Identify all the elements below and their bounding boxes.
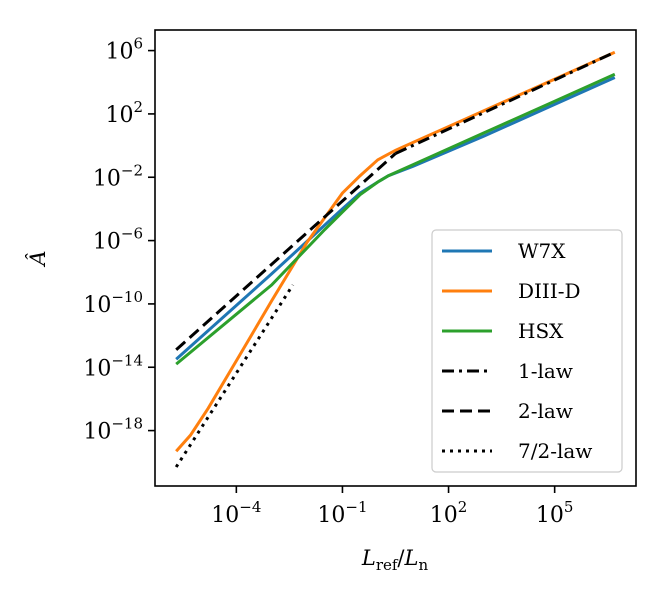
legend: W7X DIII-D HSX 1-law 2-law 7/2-law <box>431 229 623 473</box>
x-tick-label-3: 105 <box>536 498 574 528</box>
y-tick-label-6: 10−18 <box>83 415 143 445</box>
x-tick-label-1: 10−1 <box>317 498 367 528</box>
series-layer <box>174 50 616 468</box>
series-line-1 <box>175 50 616 453</box>
y-tick-label-1: 102 <box>105 98 143 128</box>
x-tick-label-2: 102 <box>430 498 468 528</box>
y-tick-label-0: 106 <box>105 35 143 65</box>
legend-label-5: 7/2-law <box>518 439 592 463</box>
legend-box <box>431 229 623 473</box>
y-tick-label-2: 10−2 <box>93 161 143 191</box>
y-tick-label-3: 10−6 <box>93 225 143 255</box>
x-tick-label-0: 10−4 <box>211 498 261 528</box>
series-line-3 <box>394 50 616 155</box>
y-tick-label-5: 10−14 <box>83 351 143 381</box>
series-line-2 <box>175 72 616 366</box>
x-axis-label: Lref/Ln <box>361 546 429 574</box>
legend-label-4: 2-law <box>518 399 573 423</box>
y-axis-label: Â <box>26 250 50 267</box>
y-axis-ticks: 106 102 10−2 10−6 10−10 10−14 10−18 <box>83 35 155 445</box>
series-line-4 <box>175 152 397 351</box>
x-axis-ticks: 10−4 10−1 102 105 <box>211 486 573 528</box>
legend-label-3: 1-law <box>518 359 573 383</box>
legend-label-0: W7X <box>518 239 566 263</box>
plot-frame <box>154 29 637 487</box>
legend-label-1: DIII-D <box>518 279 581 303</box>
series-line-5 <box>174 284 295 468</box>
legend-entries: W7X DIII-D HSX 1-law 2-law 7/2-law <box>442 239 592 463</box>
y-tick-label-4: 10−10 <box>83 288 143 318</box>
legend-label-2: HSX <box>518 319 564 343</box>
